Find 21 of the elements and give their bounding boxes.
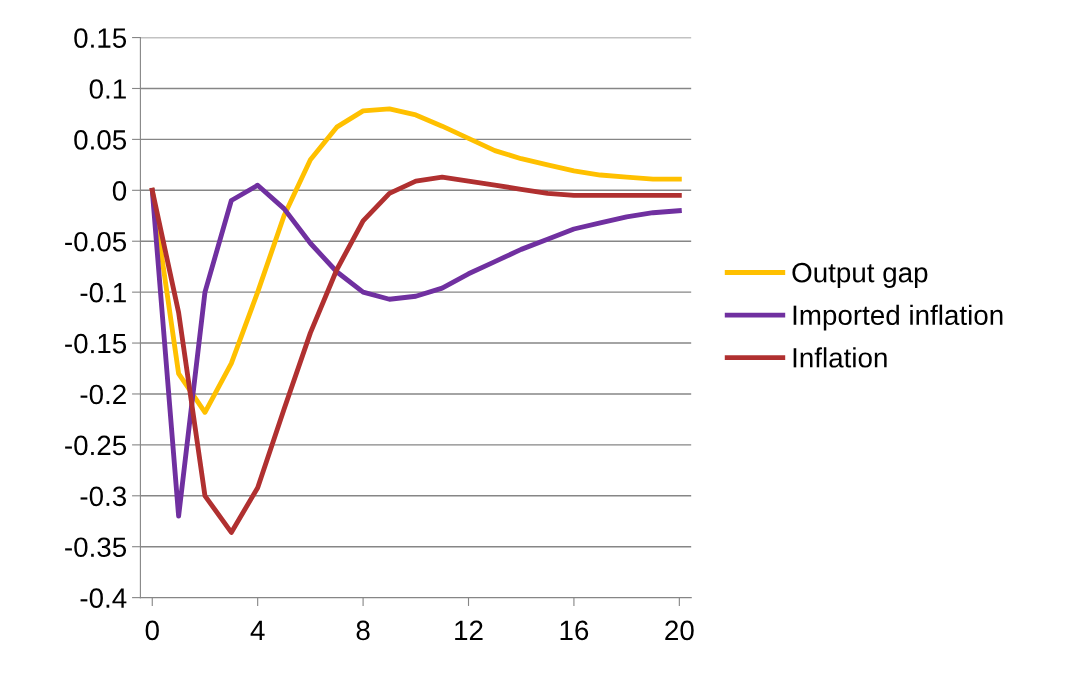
y-tick-label: -0.15	[65, 333, 127, 354]
y-tick-label: -0.25	[65, 435, 127, 456]
y-tick-label: 0.1	[89, 79, 126, 99]
y-tick-label: -0.3	[80, 486, 126, 507]
y-tick-label: -0.2	[80, 384, 126, 405]
x-tick-label: 20	[665, 620, 694, 641]
legend-label: Output gap	[792, 262, 928, 288]
y-tick-label: 0	[112, 180, 127, 201]
y-tick-label: 0.05	[74, 130, 127, 150]
y-tick-label: -0.35	[65, 537, 127, 558]
y-tick-label: -0.4	[80, 588, 127, 608]
legend-label: Imported inflation	[793, 304, 1003, 331]
y-tick-label: 0.15	[74, 28, 127, 48]
x-tick-label: 8	[356, 620, 370, 641]
x-tick-label: 4	[250, 620, 265, 640]
y-tick-label: -0.05	[65, 231, 127, 252]
x-tick-label: 0	[145, 620, 159, 641]
x-tick-label: 16	[560, 620, 589, 641]
legend-label: Inflation	[793, 347, 887, 368]
y-tick-label: -0.1	[80, 282, 126, 303]
x-tick-label: 12	[455, 620, 483, 640]
